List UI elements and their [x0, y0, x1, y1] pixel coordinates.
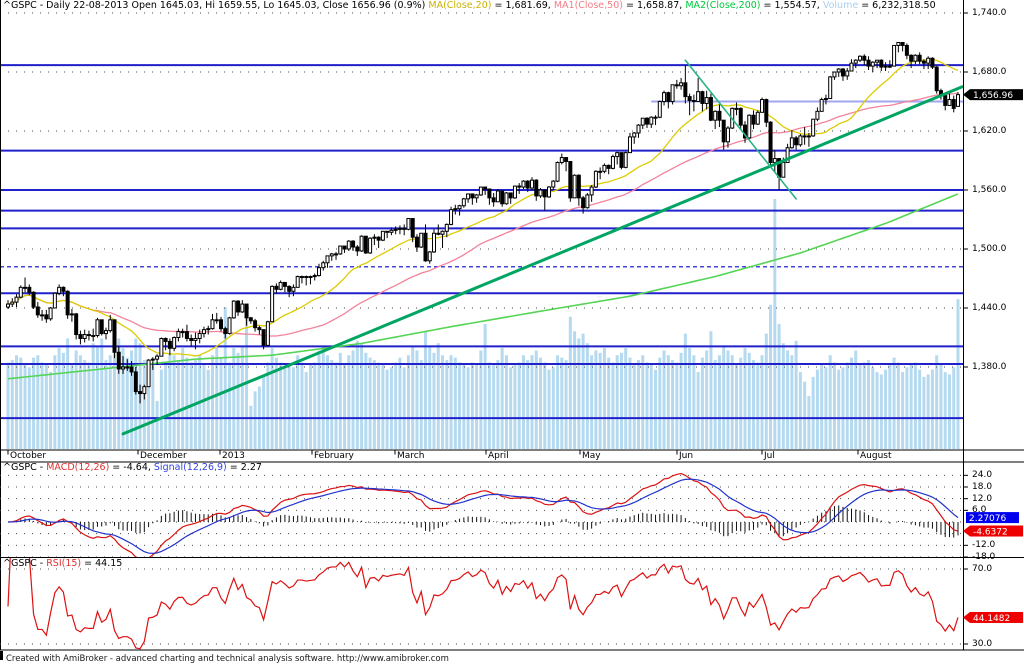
price-pane-title: ^GSPC - Daily 22-08-2013 Open 1645.03, H… [3, 1, 936, 11]
macd-pane[interactable] [0, 472, 963, 561]
last-price-badge: 1,656.96 [963, 89, 1023, 101]
macd-axis-label: -12.0 [972, 540, 996, 551]
price-axis-label: 1,440.0 [972, 303, 1007, 313]
macd-axis-label: 6.0 [972, 505, 987, 516]
macd-line [7, 472, 959, 557]
rsi-value-badge: 44.1482 [963, 611, 1023, 624]
t-main-part-5: MA2(Close,200) [685, 0, 761, 11]
t-main-part-0: ^GSPC - Daily 22-08-2013 Open 1645.03, H… [3, 0, 429, 11]
macd-axis-label: 18.0 [972, 482, 993, 492]
macd-axis-label: 12.0 [972, 493, 993, 504]
month-label: August [860, 451, 892, 461]
month-label: May [582, 451, 601, 461]
footer-credit: Created with AmiBroker - advanced charti… [6, 654, 449, 664]
rsi-axis-label: 70.0 [972, 564, 993, 574]
t-macd-part-4: = 2.27 [226, 462, 262, 473]
signal-value-badge: 2.27076 [966, 512, 1019, 524]
svg-text:2.27076: 2.27076 [969, 514, 1006, 524]
rsi-line [7, 558, 959, 650]
t-main-part-6: = 1,554.57, [760, 0, 823, 11]
month-label: Jun [679, 451, 694, 461]
month-label: February [314, 451, 354, 461]
support-resistance-lines [0, 64, 963, 420]
t-main-part-7: Volume [822, 0, 859, 11]
svg-text:44.1482: 44.1482 [973, 614, 1010, 624]
t-macd-part-3: Signal(12,26,9) [153, 462, 227, 473]
price-axis-label: 1,380.0 [972, 362, 1007, 372]
rsi-axis-label: 30.0 [972, 639, 993, 649]
price-axis-label: 1,500.0 [972, 244, 1007, 254]
t-main-part-8: = 6,232,318.50 [858, 0, 936, 11]
volume-bars [6, 199, 960, 449]
month-label: Jul [764, 451, 775, 461]
svg-text:-4.6372: -4.6372 [973, 528, 1008, 538]
t-rsi-part-1: RSI(15) [46, 558, 82, 569]
ma200-line [7, 193, 959, 380]
trendline-major-uptrend [121, 85, 963, 436]
month-label: April [488, 451, 509, 461]
footer-credit-text: Created with AmiBroker - advanced charti… [6, 654, 449, 664]
ma20-line [7, 58, 959, 357]
t-main-part-4: = 1,658.87, [622, 0, 686, 11]
macd-pane-title: ^GSPC - MACD(12,26) = -4.64, Signal(12,2… [3, 463, 262, 473]
t-rsi-part-2: = 44.15 [81, 558, 123, 569]
candlesticks [6, 42, 960, 404]
t-main-part-2: = 1,681.69, [491, 0, 554, 11]
price-axis-label: 1,680.0 [972, 67, 1007, 77]
t-macd-part-1: MACD(12,26) [46, 462, 110, 473]
price-pane[interactable] [0, 12, 963, 449]
price-axis-label: 1,560.0 [972, 185, 1007, 195]
month-label: 2013 [222, 451, 245, 461]
t-macd-part-0: ^GSPC - [3, 462, 47, 473]
macd-signal-line [7, 478, 959, 554]
macd-value-badge: -4.6372 [963, 525, 1023, 538]
month-label: March [397, 451, 425, 461]
trendline-minor-downtrend [684, 59, 797, 200]
month-label: October [10, 451, 47, 461]
month-label: December [140, 451, 187, 461]
macd-axis-label: 24.0 [972, 470, 993, 481]
rsi-pane-title: ^GSPC - RSI(15) = 44.15 [3, 559, 122, 569]
macd-axis-label: -18.0 [972, 551, 996, 562]
price-axis-label: 1,620.0 [972, 126, 1007, 136]
t-main-part-1: MA(Close,20) [428, 0, 492, 11]
t-rsi-part-0: ^GSPC - [3, 558, 47, 569]
t-macd-part-2: = -4.64, [109, 462, 154, 473]
svg-text:1,656.96: 1,656.96 [973, 91, 1013, 101]
time-axis-strip [0, 450, 1024, 462]
price-axis-label: 1,740.0 [972, 8, 1007, 18]
rsi-pane[interactable] [0, 513, 963, 650]
footer-mark [0, 651, 3, 660]
macd-histogram [11, 505, 959, 538]
ma50-line [7, 92, 959, 337]
t-main-part-3: MA1(Close,50) [553, 0, 623, 11]
